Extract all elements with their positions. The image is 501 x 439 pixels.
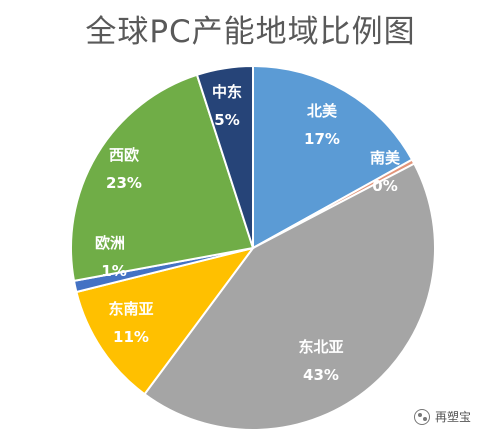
slice-label-0: 北美 17% — [304, 102, 340, 148]
slice-percent-2: 43% — [303, 366, 339, 384]
slice-percent-0: 17% — [304, 130, 340, 148]
watermark-text: 再塑宝 — [434, 410, 471, 424]
slice-name-5: 西欧 — [109, 146, 139, 164]
slice-label-3: 东南亚 11% — [108, 300, 153, 346]
pie-slice-3 — [75, 246, 256, 396]
slice-label-1: 南美 0% — [370, 149, 401, 195]
pie-slice-2 — [143, 162, 436, 431]
slice-label-2: 东北亚 43% — [298, 338, 343, 384]
chat-bubble-icon — [413, 408, 430, 425]
slice-name-3: 东南亚 — [108, 300, 153, 318]
slice-label-4: 欧洲 1% — [95, 234, 127, 280]
slice-name-6: 中东 — [212, 83, 242, 101]
slice-percent-4: 1% — [101, 262, 126, 280]
slice-label-6: 中东 5% — [212, 83, 242, 129]
slice-percent-1: 0% — [372, 177, 397, 195]
slice-name-2: 东北亚 — [298, 338, 343, 356]
pie-slice-5 — [70, 73, 255, 283]
slice-percent-6: 5% — [214, 111, 239, 129]
pie-slice-0 — [252, 64, 414, 250]
slice-name-1: 南美 — [370, 149, 401, 167]
pie-slice-6 — [195, 64, 254, 249]
slice-name-4: 欧洲 — [95, 234, 125, 252]
slice-percent-5: 23% — [106, 174, 142, 192]
chart-title: 全球PC产能地域比例图 — [85, 14, 416, 50]
watermark: 再塑宝 — [413, 408, 471, 425]
slice-name-0: 北美 — [307, 102, 338, 120]
slice-label-5: 西欧 23% — [106, 146, 142, 192]
slice-percent-3: 11% — [113, 328, 149, 346]
